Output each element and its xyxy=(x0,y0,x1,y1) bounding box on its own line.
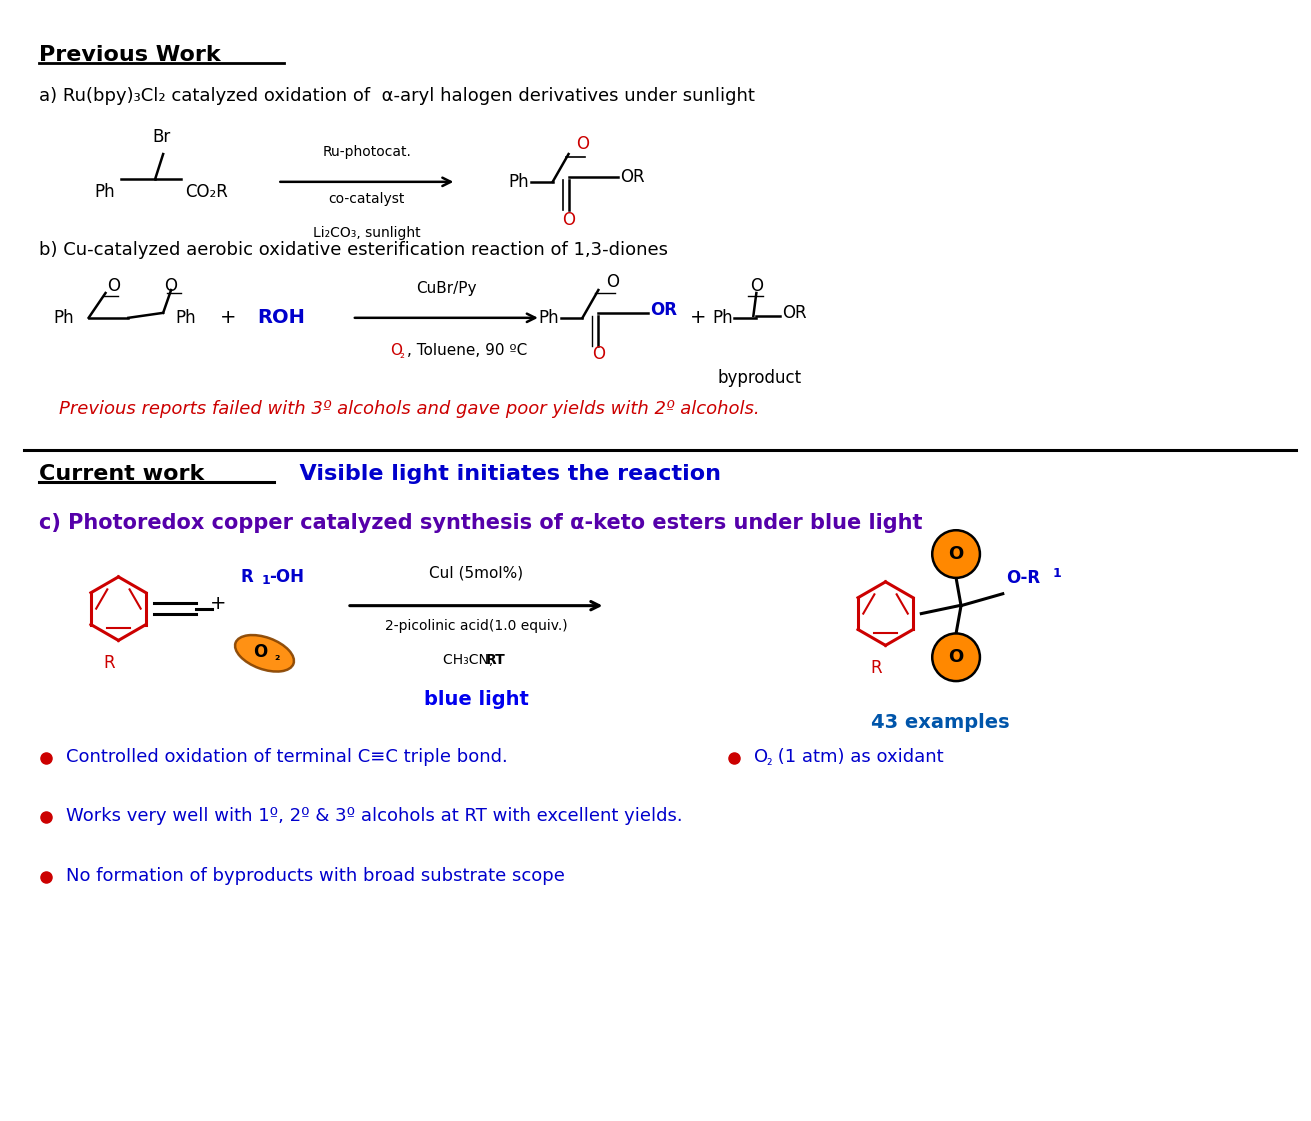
Text: 1: 1 xyxy=(1053,567,1061,581)
Text: byproduct: byproduct xyxy=(717,370,801,388)
Text: Li₂CO₃, sunlight: Li₂CO₃, sunlight xyxy=(313,225,421,240)
Text: O: O xyxy=(754,748,768,766)
Text: +: + xyxy=(219,308,236,327)
Text: , Toluene, 90 ºC: , Toluene, 90 ºC xyxy=(406,343,527,358)
Text: R: R xyxy=(871,659,882,677)
Text: Ph: Ph xyxy=(54,308,75,327)
Text: R: R xyxy=(104,655,114,673)
Text: Ph: Ph xyxy=(176,308,195,327)
Text: ₂: ₂ xyxy=(400,348,405,361)
Text: OR: OR xyxy=(783,304,806,322)
Ellipse shape xyxy=(235,634,294,671)
Text: O: O xyxy=(591,344,604,362)
Text: c) Photoredox copper catalyzed synthesis of α-keto esters under blue light: c) Photoredox copper catalyzed synthesis… xyxy=(39,513,923,534)
Text: CuI (5mol%): CuI (5mol%) xyxy=(429,566,523,581)
Text: 1: 1 xyxy=(261,574,270,587)
Text: OR: OR xyxy=(620,168,645,186)
Text: -OH: -OH xyxy=(270,568,304,586)
Text: O-R: O-R xyxy=(1006,568,1040,587)
Text: CO₂R: CO₂R xyxy=(185,183,228,201)
Text: O: O xyxy=(948,648,964,666)
Text: O: O xyxy=(948,545,964,563)
Text: RT: RT xyxy=(486,654,506,667)
Text: CH₃CN,: CH₃CN, xyxy=(443,654,498,667)
Text: 2-picolinic acid(1.0 equiv.): 2-picolinic acid(1.0 equiv.) xyxy=(385,619,568,632)
Text: O: O xyxy=(253,643,267,661)
Text: co-catalyst: co-catalyst xyxy=(329,192,405,206)
Text: R: R xyxy=(241,568,253,586)
Text: Ph: Ph xyxy=(94,183,115,201)
Text: Ph: Ph xyxy=(712,308,733,327)
Text: 43 examples: 43 examples xyxy=(871,713,1009,732)
Text: (1 atm) as oxidant: (1 atm) as oxidant xyxy=(772,748,944,766)
Text: OR: OR xyxy=(650,300,676,318)
Text: O: O xyxy=(750,277,763,295)
Text: O: O xyxy=(606,274,619,291)
Text: ₂: ₂ xyxy=(275,650,281,663)
Text: Visible light initiates the reaction: Visible light initiates the reaction xyxy=(284,464,721,484)
Text: CuBr/Py: CuBr/Py xyxy=(416,281,477,296)
Text: b) Cu-catalyzed aerobic oxidative esterification reaction of 1,3-diones: b) Cu-catalyzed aerobic oxidative esteri… xyxy=(39,241,667,259)
Text: a) Ru(bpy)₃Cl₂ catalyzed oxidation of  α-aryl halogen derivatives under sunlight: a) Ru(bpy)₃Cl₂ catalyzed oxidation of α-… xyxy=(39,86,755,104)
Text: O: O xyxy=(165,277,177,295)
Text: Br: Br xyxy=(152,128,170,146)
Text: Controlled oxidation of terminal C≡C triple bond.: Controlled oxidation of terminal C≡C tri… xyxy=(66,748,507,766)
Text: Ph: Ph xyxy=(538,308,558,327)
Text: No formation of byproducts with broad substrate scope: No formation of byproducts with broad su… xyxy=(66,867,565,884)
Text: O: O xyxy=(562,211,576,229)
Text: Previous Work: Previous Work xyxy=(39,45,220,65)
Circle shape xyxy=(932,633,979,682)
Text: blue light: blue light xyxy=(423,691,528,708)
Text: Current work: Current work xyxy=(39,464,205,484)
Circle shape xyxy=(932,530,979,577)
Text: O: O xyxy=(389,343,401,358)
Text: Previous reports failed with 3º alcohols and gave poor yields with 2º alcohols.: Previous reports failed with 3º alcohols… xyxy=(59,400,759,418)
Text: Ph: Ph xyxy=(509,173,528,191)
Text: O: O xyxy=(108,277,121,295)
Text: +: + xyxy=(210,594,225,613)
Text: +: + xyxy=(690,308,707,327)
Text: Works very well with 1º, 2º & 3º alcohols at RT with excellent yields.: Works very well with 1º, 2º & 3º alcohol… xyxy=(66,807,683,825)
Text: ROH: ROH xyxy=(257,308,305,327)
Text: O: O xyxy=(576,136,589,154)
Text: Ru-photocat.: Ru-photocat. xyxy=(323,145,412,159)
Text: ₂: ₂ xyxy=(767,754,772,769)
